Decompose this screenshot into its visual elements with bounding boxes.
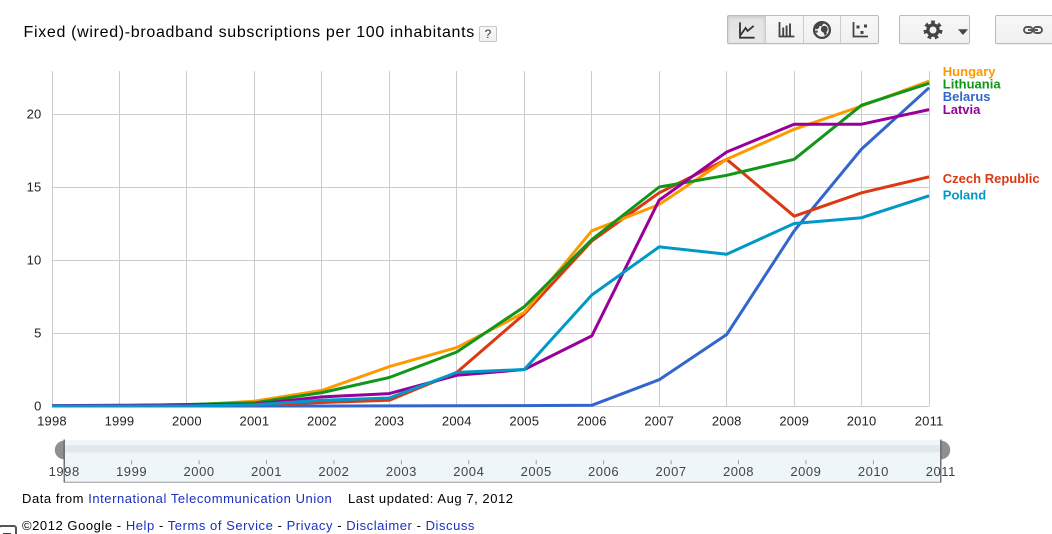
svg-text:1998: 1998 — [37, 414, 67, 429]
svg-text:2002: 2002 — [318, 464, 349, 479]
svg-text:2010: 2010 — [858, 464, 889, 479]
svg-text:Belarus: Belarus — [943, 89, 991, 104]
svg-text:1999: 1999 — [105, 414, 135, 429]
svg-text:Latvia: Latvia — [943, 102, 981, 117]
svg-text:2008: 2008 — [712, 414, 742, 429]
svg-text:2004: 2004 — [453, 464, 484, 479]
svg-text:2001: 2001 — [251, 464, 282, 479]
svg-text:2000: 2000 — [172, 414, 202, 429]
svg-text:Czech Republic: Czech Republic — [943, 171, 1040, 186]
svg-text:2005: 2005 — [509, 414, 539, 429]
svg-text:2002: 2002 — [307, 414, 337, 429]
svg-text:1999: 1999 — [116, 464, 147, 479]
svg-text:2011: 2011 — [915, 414, 944, 429]
svg-text:2006: 2006 — [577, 414, 607, 429]
svg-text:Poland: Poland — [943, 188, 986, 203]
svg-text:2003: 2003 — [374, 414, 404, 429]
svg-text:2000: 2000 — [184, 464, 215, 479]
svg-text:2005: 2005 — [521, 464, 552, 479]
svg-text:2009: 2009 — [790, 464, 821, 479]
svg-text:20: 20 — [27, 107, 42, 122]
svg-text:2010: 2010 — [847, 414, 877, 429]
svg-text:2006: 2006 — [588, 464, 619, 479]
svg-text:2007: 2007 — [656, 464, 687, 479]
svg-text:2003: 2003 — [386, 464, 417, 479]
svg-text:Hungary: Hungary — [943, 64, 997, 79]
svg-text:2011: 2011 — [926, 464, 956, 479]
svg-text:0: 0 — [34, 399, 41, 414]
svg-text:1998: 1998 — [49, 464, 80, 479]
svg-text:2007: 2007 — [644, 414, 674, 429]
svg-text:5: 5 — [34, 326, 41, 341]
svg-text:2009: 2009 — [779, 414, 809, 429]
svg-text:2004: 2004 — [442, 414, 472, 429]
svg-text:Lithuania: Lithuania — [943, 77, 1002, 92]
svg-text:2001: 2001 — [240, 414, 270, 429]
svg-text:10: 10 — [27, 253, 42, 268]
svg-text:2008: 2008 — [723, 464, 754, 479]
svg-text:15: 15 — [27, 180, 42, 195]
